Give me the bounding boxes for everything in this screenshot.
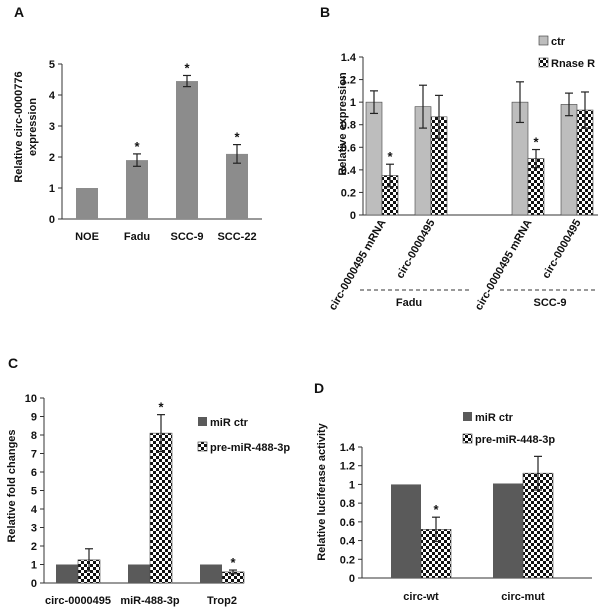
chart-C-ytick-label: 10 [25, 393, 37, 405]
chart-b-category-label: circ-0000495 mRNA [473, 217, 535, 312]
chart-c-category-label: Trop2 [207, 595, 237, 607]
chart-C-ytick-label: 5 [31, 486, 37, 498]
chart-B-ytick-label: 1.4 [341, 52, 357, 64]
legend-d-label-pre: pre-miR-448-3p [475, 434, 555, 446]
chart-A-ytick-label: 2 [49, 152, 55, 164]
chart-a-bar [226, 153, 248, 219]
legend-c-swatch-pre [197, 441, 208, 452]
chart-C-ytick-label: 0 [31, 578, 37, 590]
chart-b-category-label: circ-0000495 [394, 218, 437, 281]
chart-b-category-label: circ-0000495 [540, 218, 583, 281]
chart-b-bar [560, 104, 578, 216]
chart-B-ytick-label: 1.2 [341, 75, 356, 87]
legend-b-label-rnase: Rnase R [551, 58, 595, 70]
chart-A-ytick-label: 0 [49, 214, 55, 226]
chart-C-ytick-label: 2 [31, 541, 37, 553]
legend-c-label-pre: pre-miR-488-3p [210, 442, 290, 454]
chart-a-category-label: SCC-9 [170, 231, 203, 243]
chart-B-ytick-label: 0.8 [341, 120, 356, 132]
legend-b-swatch-ctr [538, 35, 549, 46]
legend-b-label-ctr: ctr [551, 36, 566, 48]
chart-c-bar [149, 432, 173, 584]
legend-d-label-ctr: miR ctr [475, 412, 514, 424]
chart-A-ytick-label: 1 [49, 183, 55, 195]
legend-c-swatch-ctr [198, 417, 207, 426]
chart-C-ytick-label: 8 [31, 430, 37, 442]
chart-B-ytick-label: 1 [350, 97, 356, 109]
chart-d-bar [522, 472, 554, 579]
chart-c-bar [128, 564, 150, 583]
chart-b-bar [365, 101, 383, 216]
group-b-label-scc9: SCC-9 [533, 297, 566, 309]
panel-label-b: B [320, 4, 330, 20]
chart-c-category-label: circ-0000495 [45, 595, 111, 607]
chart-A-ytick-label: 4 [49, 90, 56, 102]
chart-c-bar [200, 564, 222, 583]
chart-c-significance: * [230, 555, 236, 570]
chart-C-ytick-label: 4 [31, 504, 38, 516]
chart-B-ytick-label: 0 [350, 210, 356, 222]
chart-c-category-label: miR-488-3p [120, 595, 180, 607]
chart-c-bar [56, 564, 78, 583]
chart-b-significance: * [533, 135, 539, 150]
panel-label-a: A [14, 4, 24, 20]
chart-d-bar [493, 483, 523, 578]
legend-c-label-ctr: miR ctr [210, 417, 249, 429]
chart-a-significance: * [184, 60, 190, 75]
chart-a-category-label: Fadu [124, 231, 150, 243]
chart-C-ytick-label: 6 [31, 467, 37, 479]
chart-c: Relative fold changes miR ctr pre-miR-48… [6, 393, 290, 607]
chart-B-ytick-label: 0.6 [341, 142, 356, 154]
chart-b-significance: * [387, 149, 393, 164]
chart-D-ytick-label: 1.2 [340, 461, 355, 473]
legend-d-swatch-pre [462, 433, 473, 444]
chart-A-ytick-label: 5 [49, 59, 55, 71]
chart-D-ytick-label: 0.2 [340, 554, 355, 566]
chart-a-category-label: SCC-22 [217, 231, 256, 243]
chart-a-ylabel-line2: expression [27, 98, 39, 156]
chart-C-ytick-label: 7 [31, 449, 37, 461]
legend-b-swatch-rnase [538, 57, 549, 68]
chart-d-bar [420, 529, 452, 579]
chart-D-ytick-label: 0.4 [340, 536, 356, 548]
chart-d-bar [391, 484, 421, 578]
chart-d: Relative luciferase activity miR ctr pre… [316, 412, 592, 603]
chart-a-bar [126, 160, 148, 219]
chart-D-ytick-label: 0.8 [340, 498, 355, 510]
chart-a: Relative circ-0000776 expression 0 1 2 3 4 5 N… [13, 59, 262, 243]
chart-c-significance: * [158, 400, 164, 415]
chart-b-category-label: circ-0000495 mRNA [327, 217, 389, 312]
chart-D-ytick-label: 0.6 [340, 517, 355, 529]
chart-d-significance: * [433, 502, 439, 517]
chart-a-ylabel-line1: Relative circ-0000776 [13, 71, 25, 182]
chart-d-category-label: circ-wt [403, 591, 439, 603]
chart-a-category-label: NOE [75, 231, 99, 243]
chart-D-ytick-label: 1 [349, 479, 355, 491]
chart-D-ytick-label: 0 [349, 573, 355, 585]
group-b-label-fadu: Fadu [396, 297, 422, 309]
panel-label-d: D [314, 380, 324, 396]
chart-B-ytick-label: 0.4 [341, 165, 357, 177]
chart-b-ylabel: Relative expression [337, 72, 349, 176]
chart-D-ytick-label: 1.4 [340, 442, 356, 454]
chart-A-ytick-label: 3 [49, 121, 55, 133]
chart-c-ylabel: Relative fold changes [6, 429, 18, 542]
chart-C-ytick-label: 9 [31, 412, 37, 424]
chart-a-significance: * [134, 139, 140, 154]
chart-a-bar [176, 81, 198, 219]
chart-C-ytick-label: 3 [31, 523, 37, 535]
legend-d-swatch-ctr [463, 412, 472, 421]
chart-b: Relative expression ctr Rnase R Fadu SCC… [327, 35, 598, 312]
chart-a-significance: * [234, 130, 240, 145]
chart-B-ytick-label: 0.2 [341, 187, 356, 199]
chart-d-ylabel: Relative luciferase activity [316, 422, 328, 560]
chart-d-category-label: circ-mut [501, 591, 545, 603]
chart-a-bar [76, 188, 98, 219]
chart-C-ytick-label: 1 [31, 560, 37, 572]
panel-label-c: C [8, 355, 18, 371]
